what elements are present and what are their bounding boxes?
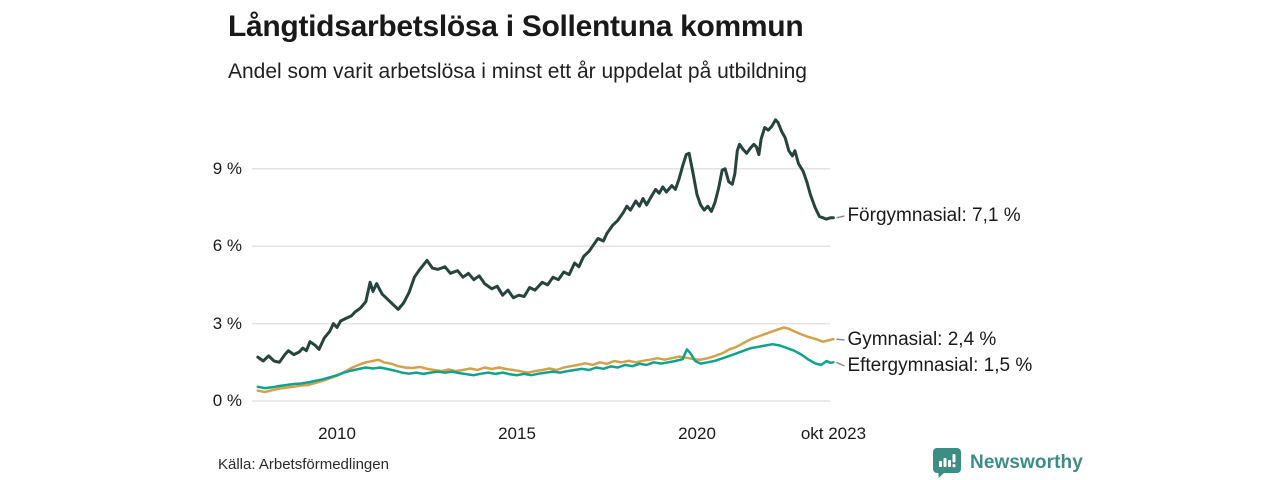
- label-leader-dash: [836, 338, 845, 341]
- y-tick-label: 9 %: [212, 158, 242, 178]
- y-tick-label: 6 %: [212, 236, 242, 256]
- series-label-gymnasial: Gymnasial: 2,4 %: [847, 329, 997, 350]
- label-leader-dash: [836, 215, 845, 219]
- series-line-gymnasial: [256, 326, 835, 394]
- newsworthy-logo: Newsworthy: [932, 447, 1083, 479]
- newsworthy-chart-bubble-icon: [933, 448, 961, 478]
- series-label-forgymnasial: Förgymnasial: 7,1 %: [847, 205, 1021, 226]
- y-tick-label: 0 %: [212, 391, 242, 410]
- series-line-eftergymnasial: [256, 342, 835, 390]
- x-tick-label: okt 2023: [800, 424, 867, 443]
- x-tick-label: 2020: [678, 424, 716, 443]
- source-note: Källa: Arbetsförmedlingen: [218, 456, 389, 473]
- label-leader-dash: [836, 361, 845, 367]
- x-tick-label: 2010: [318, 424, 356, 443]
- y-tick-label: 3 %: [212, 313, 242, 333]
- newsworthy-wordmark: Newsworthy: [970, 452, 1083, 473]
- page-title: Långtidsarbetslösa i Sollentuna kommun: [228, 10, 804, 43]
- x-tick-label: 2015: [498, 424, 536, 443]
- series-label-eftergymnasial: Eftergymnasial: 1,5 %: [847, 355, 1033, 376]
- page-subtitle: Andel som varit arbetslösa i minst ett å…: [228, 60, 807, 83]
- series-line-forgymnasial: [256, 118, 835, 364]
